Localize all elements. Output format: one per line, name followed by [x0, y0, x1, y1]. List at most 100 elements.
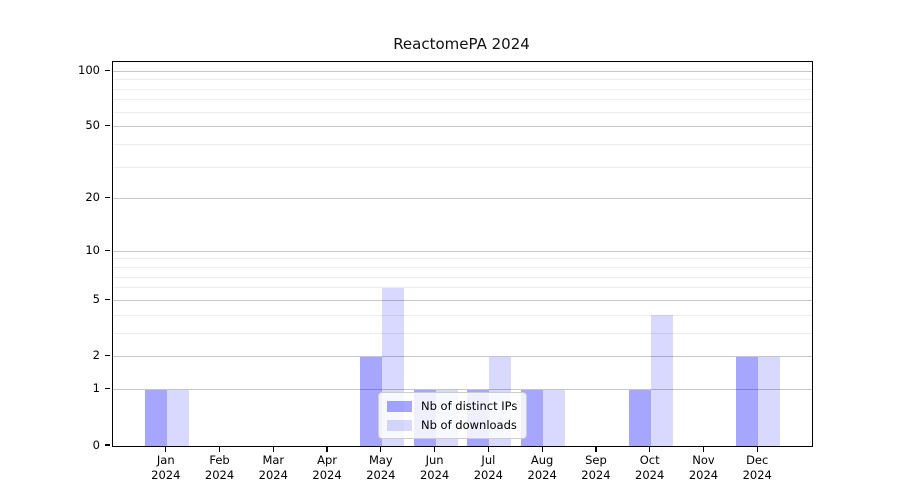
x-tick-mark-jun [434, 446, 436, 452]
x-tick-text: Aug [530, 453, 554, 467]
y-tick-mark-10 [105, 249, 110, 251]
bar-distinct-ips-dec [736, 356, 759, 446]
x-tick-text: 2024 [581, 468, 611, 482]
gridline-minor-30 [113, 166, 812, 168]
legend-swatch-downloads [387, 419, 412, 431]
legend-label-distinct-ips: Nb of distinct IPs [421, 399, 518, 413]
gridline-minor-9 [113, 258, 812, 260]
x-tick-text: Jul [481, 453, 496, 467]
gridline-minor-60 [113, 111, 812, 113]
x-tick-text: 2024 [312, 468, 342, 482]
x-tick-text: 2024 [635, 468, 665, 482]
x-tick-text: 2024 [419, 468, 450, 482]
x-tick-text: Dec [746, 453, 769, 467]
x-tick-mark-jan [165, 446, 167, 452]
x-tick-mark-sep [595, 446, 597, 452]
x-tick-text: Oct [639, 453, 660, 467]
x-tick-text: Nov [692, 453, 715, 467]
gridline-major-5 [113, 299, 812, 301]
x-tick-label-apr: Apr 2024 [300, 453, 354, 483]
x-tick-label-sep: Sep 2024 [569, 453, 623, 483]
y-tick-mark-100 [105, 69, 110, 71]
x-tick-label-nov: Nov 2024 [676, 453, 730, 483]
y-tick-mark-5 [105, 298, 110, 301]
bar-distinct-ips-jan [144, 389, 167, 446]
y-tick-label-5: 5 [92, 291, 100, 306]
x-tick-label-jun: Jun 2024 [408, 453, 462, 483]
gridline-minor-7 [113, 276, 812, 278]
y-tick-label-2: 2 [92, 348, 100, 363]
x-tick-text: Jun [425, 453, 444, 467]
y-tick-label-20: 20 [85, 190, 100, 205]
bar-downloads-jan [166, 389, 189, 446]
gridline-minor-80 [113, 88, 812, 90]
y-tick-label-100: 100 [78, 62, 100, 77]
gridline-major-20 [113, 198, 812, 200]
x-tick-mark-nov [702, 446, 705, 452]
gridline-major-10 [113, 250, 812, 252]
x-tick-label-jul: Jul 2024 [461, 453, 515, 483]
plot-area: Nb of distinct IPs Nb of downloads [112, 61, 813, 447]
bar-downloads-aug [543, 389, 566, 446]
x-tick-mark-may [380, 446, 382, 452]
y-tick-label-1: 1 [92, 381, 100, 396]
x-tick-text: 2024 [527, 468, 557, 482]
y-tick-mark-2 [105, 355, 110, 357]
x-tick-label-oct: Oct 2024 [623, 453, 677, 483]
gridline-minor-4 [113, 314, 812, 316]
x-tick-mark-aug [541, 446, 543, 452]
x-tick-text: 2024 [204, 468, 235, 482]
x-tick-label-aug: Aug 2024 [515, 453, 569, 483]
x-tick-mark-dec [756, 446, 758, 452]
legend-item-downloads: Nb of downloads [387, 418, 517, 432]
x-tick-label-feb: Feb 2024 [193, 453, 247, 483]
x-tick-text: 2024 [258, 468, 288, 482]
y-tick-mark-1 [105, 388, 110, 390]
x-tick-mark-feb [218, 446, 221, 452]
gridline-minor-40 [113, 143, 812, 145]
x-tick-text: 2024 [742, 468, 772, 482]
y-tick-label-0: 0 [92, 437, 100, 452]
gridline-minor-90 [113, 79, 812, 81]
gridline-major-2 [113, 356, 812, 358]
legend: Nb of distinct IPs Nb of downloads [378, 392, 528, 439]
x-tick-label-jan: Jan 2024 [139, 453, 193, 483]
x-tick-text: 2024 [366, 468, 396, 482]
y-tick-label-10: 10 [85, 242, 100, 257]
bar-downloads-oct [650, 315, 673, 446]
gridline-major-50 [113, 126, 812, 128]
x-tick-text: Feb [209, 453, 230, 467]
x-tick-text: Jan [156, 453, 175, 467]
gridline-minor-3 [113, 332, 812, 334]
x-tick-text: 2024 [151, 468, 181, 482]
x-tick-label-mar: Mar 2024 [246, 453, 300, 483]
x-tick-text: Sep [585, 453, 607, 467]
gridline-major-100 [113, 70, 812, 72]
x-tick-text: May [368, 453, 393, 467]
x-tick-mark-apr [326, 446, 328, 452]
legend-swatch-distinct-ips [387, 400, 412, 412]
x-tick-mark-mar [272, 446, 274, 452]
gridline-minor-8 [113, 267, 812, 269]
x-tick-text: 2024 [688, 468, 719, 482]
y-tick-mark-20 [105, 197, 110, 199]
bar-distinct-ips-oct [628, 389, 651, 446]
y-tick-mark-50 [105, 125, 110, 127]
bar-downloads-dec [758, 356, 781, 446]
gridline-minor-6 [113, 287, 812, 289]
x-tick-mark-oct [649, 446, 651, 452]
legend-item-distinct-ips: Nb of distinct IPs [387, 399, 517, 413]
x-tick-label-dec: Dec 2024 [730, 453, 784, 483]
chart-title: ReactomePA 2024 [393, 35, 530, 53]
legend-label-downloads: Nb of downloads [421, 418, 517, 432]
x-tick-text: Apr [317, 453, 338, 467]
y-tick-mark-0 [105, 444, 110, 446]
y-tick-label-50: 50 [85, 118, 100, 133]
gridline-major-1 [113, 389, 812, 391]
x-tick-mark-jul [487, 446, 489, 452]
gridline-minor-70 [113, 99, 812, 101]
bar-distinct-ips-may [359, 356, 382, 446]
x-tick-text: Mar [262, 453, 285, 467]
x-tick-label-may: May 2024 [354, 453, 408, 483]
